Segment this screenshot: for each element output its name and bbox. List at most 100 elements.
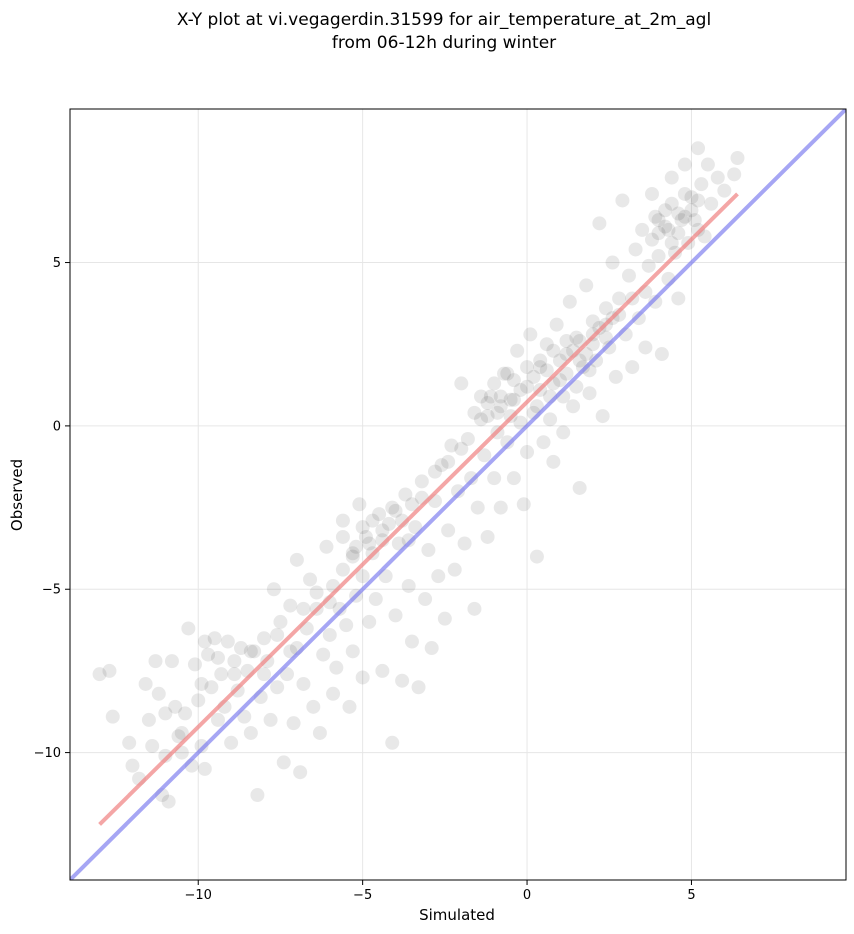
data-point bbox=[441, 523, 456, 538]
data-point bbox=[513, 415, 528, 430]
data-point bbox=[595, 409, 610, 424]
data-point bbox=[500, 366, 515, 381]
data-point bbox=[520, 379, 535, 394]
data-point bbox=[493, 500, 508, 515]
data-point bbox=[161, 794, 176, 809]
x-axis-label: Simulated bbox=[419, 906, 495, 924]
data-point bbox=[454, 376, 469, 391]
data-point bbox=[480, 529, 495, 544]
data-point bbox=[559, 366, 574, 381]
data-point bbox=[635, 222, 650, 237]
data-point bbox=[710, 170, 725, 185]
data-point bbox=[506, 373, 521, 388]
data-point bbox=[257, 631, 271, 646]
data-point bbox=[546, 454, 561, 469]
data-point bbox=[151, 686, 166, 701]
data-point bbox=[306, 699, 321, 714]
data-point bbox=[730, 151, 745, 166]
data-point bbox=[309, 585, 324, 600]
data-point bbox=[214, 667, 229, 682]
data-point bbox=[529, 549, 544, 564]
data-point bbox=[671, 206, 686, 221]
data-point bbox=[293, 765, 308, 780]
data-point bbox=[122, 735, 137, 750]
data-point bbox=[451, 484, 465, 499]
data-point bbox=[467, 601, 482, 616]
data-point bbox=[569, 379, 584, 394]
data-point bbox=[520, 360, 535, 375]
data-point bbox=[138, 676, 153, 691]
y-tick-label: −10 bbox=[34, 746, 61, 761]
data-point bbox=[335, 529, 350, 544]
data-point bbox=[687, 213, 702, 228]
data-point bbox=[197, 761, 212, 776]
data-point bbox=[270, 627, 285, 642]
data-point bbox=[641, 258, 656, 273]
y-axis-ticks: −10 −5 0 5 bbox=[34, 256, 70, 761]
data-point bbox=[339, 618, 354, 633]
y-axis-label: Observed bbox=[8, 459, 26, 531]
data-point bbox=[431, 569, 446, 584]
data-point bbox=[418, 592, 433, 607]
data-point bbox=[362, 536, 377, 551]
data-point bbox=[602, 340, 617, 355]
data-point bbox=[247, 644, 262, 659]
data-point bbox=[280, 667, 295, 682]
data-point bbox=[447, 562, 462, 577]
y-tick-label: 5 bbox=[53, 256, 61, 271]
data-point bbox=[631, 311, 646, 326]
data-point bbox=[467, 405, 482, 420]
data-point bbox=[296, 601, 311, 616]
chart-title-line-1: X-Y plot at vi.vegagerdin.31599 for air_… bbox=[177, 10, 711, 30]
data-point bbox=[388, 608, 403, 623]
data-point bbox=[727, 167, 742, 182]
data-point bbox=[174, 725, 189, 740]
data-point bbox=[572, 480, 587, 495]
data-point bbox=[276, 755, 291, 770]
data-point bbox=[197, 634, 212, 649]
data-point bbox=[526, 369, 541, 384]
data-point bbox=[510, 343, 525, 358]
data-point bbox=[612, 291, 627, 306]
data-point bbox=[539, 337, 554, 352]
data-point bbox=[648, 294, 663, 309]
data-point bbox=[533, 353, 548, 368]
data-point bbox=[391, 536, 406, 551]
data-point bbox=[464, 471, 479, 486]
data-point bbox=[388, 503, 403, 518]
data-point bbox=[355, 569, 370, 584]
data-point bbox=[345, 546, 360, 561]
data-point bbox=[105, 709, 120, 724]
data-point bbox=[549, 317, 564, 332]
data-point bbox=[201, 647, 216, 662]
data-point bbox=[224, 735, 239, 750]
data-point bbox=[569, 330, 584, 345]
data-point bbox=[401, 533, 416, 548]
data-point bbox=[414, 474, 429, 489]
data-point bbox=[342, 699, 357, 714]
data-point bbox=[536, 435, 551, 450]
data-point bbox=[220, 634, 235, 649]
data-point bbox=[365, 513, 380, 528]
data-point bbox=[444, 438, 459, 453]
data-point bbox=[552, 373, 567, 388]
chart-title-line-2: from 06-12h during winter bbox=[332, 33, 556, 53]
data-point bbox=[523, 327, 538, 342]
data-point bbox=[164, 654, 179, 669]
data-point bbox=[125, 758, 140, 773]
data-point bbox=[572, 353, 587, 368]
data-point bbox=[257, 667, 271, 682]
data-point bbox=[664, 170, 679, 185]
data-point bbox=[434, 458, 449, 473]
x-axis-ticks: −10 −5 0 5 bbox=[185, 880, 696, 903]
data-point bbox=[385, 735, 400, 750]
data-point bbox=[158, 706, 173, 721]
data-point bbox=[427, 464, 442, 479]
data-point bbox=[677, 209, 692, 224]
data-point bbox=[671, 226, 686, 241]
data-point bbox=[270, 680, 285, 695]
data-point bbox=[335, 562, 350, 577]
data-point bbox=[490, 405, 505, 420]
data-point bbox=[437, 611, 452, 626]
data-point bbox=[493, 399, 508, 414]
